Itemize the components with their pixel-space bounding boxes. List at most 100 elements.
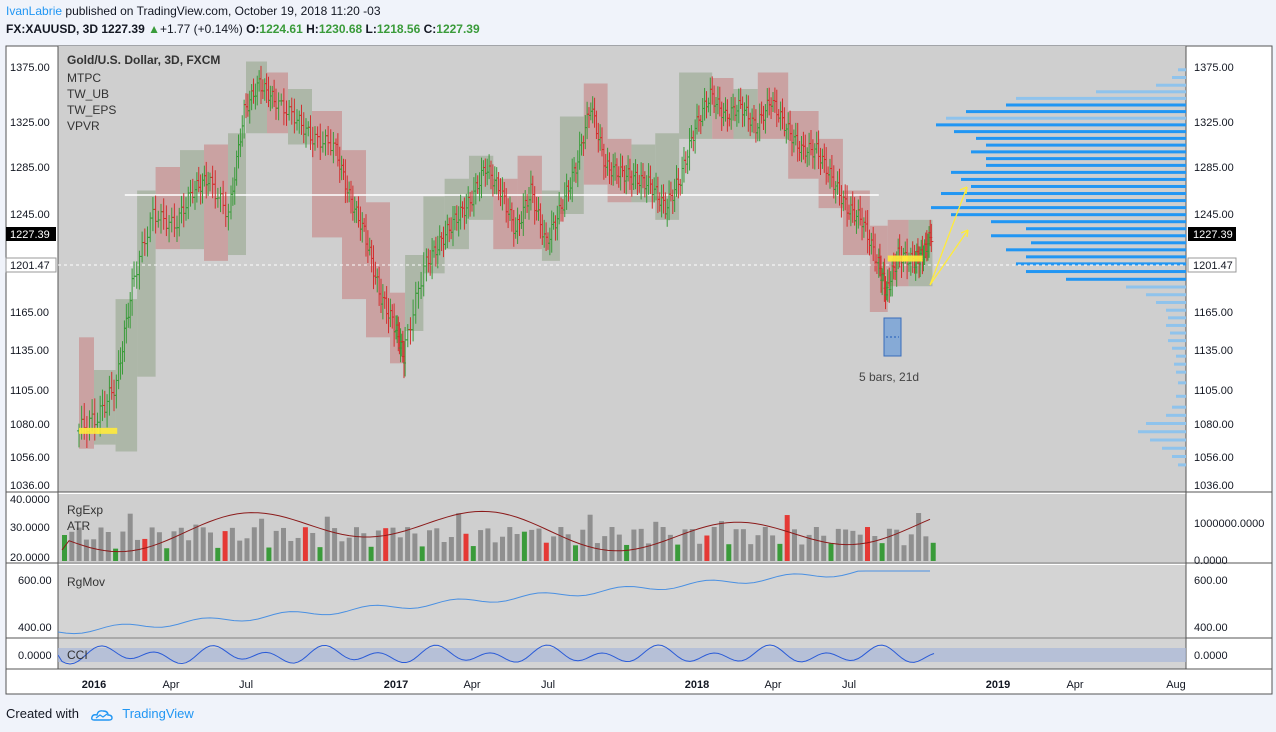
vpvr-bar — [966, 199, 1186, 203]
vpvr-bar — [966, 110, 1186, 114]
volume-bar — [667, 534, 673, 561]
vpvr-bar — [991, 220, 1186, 224]
volume-bar — [142, 538, 148, 561]
vpvr-bar — [936, 123, 1186, 127]
legend-item: TW_EPS — [67, 103, 116, 117]
vpvr-bar — [1166, 413, 1186, 417]
vpvr-bar — [971, 184, 1186, 188]
vpvr-bar — [1168, 339, 1186, 343]
volume-bar — [507, 527, 513, 561]
x-axis-tick: Jul — [842, 679, 856, 691]
vpvr-bar — [1150, 438, 1186, 442]
volume-bar — [894, 529, 900, 561]
vpvr-bar — [1172, 346, 1186, 350]
volume-bar — [733, 529, 739, 561]
left-price-tick: 1285.00 — [10, 162, 50, 174]
range-box-up — [228, 133, 246, 256]
vpvr-bar — [1174, 362, 1186, 366]
volume-bar — [186, 540, 192, 561]
volume-bar — [215, 547, 221, 561]
volume-bar — [171, 531, 177, 561]
volume-bar — [638, 528, 644, 561]
cci-pane-label: CCI — [67, 648, 88, 662]
range-box-down — [583, 83, 608, 185]
volume-bar — [317, 547, 323, 561]
volume-bar — [792, 529, 797, 561]
volume-bar — [835, 528, 841, 561]
left-price-tick: 1036.00 — [10, 480, 50, 492]
date-range-box — [883, 317, 902, 357]
volume-bar — [390, 527, 396, 561]
vpvr-bar — [1176, 394, 1186, 398]
volume-bar — [719, 521, 724, 561]
volume-bar — [762, 527, 768, 561]
up-triangle-icon: ▲ — [148, 22, 160, 36]
volume-bar — [923, 536, 929, 561]
volume-bar — [98, 527, 104, 561]
current-price-badge-text: 1227.39 — [1193, 229, 1233, 241]
volume-bar — [346, 537, 352, 561]
volume-bar — [208, 532, 213, 561]
vpvr-bar — [941, 192, 1186, 196]
vpvr-bar — [1170, 331, 1186, 335]
volume-bar — [310, 532, 316, 561]
volume-bar — [375, 530, 381, 561]
range-box-up — [115, 299, 138, 452]
volume-bar — [361, 533, 367, 561]
x-axis-tick: 2018 — [685, 679, 709, 691]
volume-bar — [799, 544, 805, 561]
vpvr-bar — [961, 177, 1186, 181]
x-axis-tick: 2019 — [986, 679, 1010, 691]
volume-bar — [740, 529, 746, 561]
vpvr-bar — [1156, 300, 1186, 304]
range-box-down — [712, 78, 734, 139]
volume-bar — [135, 539, 140, 561]
volume-right-tick: 0.0000 — [1194, 555, 1228, 567]
author-link[interactable]: IvanLabrie — [6, 4, 63, 18]
vpvr-bar — [1126, 285, 1186, 289]
volume-bar — [200, 527, 206, 561]
vpvr-bar — [1146, 422, 1186, 425]
range-box-down — [517, 155, 542, 250]
tradingview-link[interactable]: TradingView — [122, 706, 194, 721]
change-text: +1.77 (+0.14%) — [159, 22, 243, 36]
volume-bar — [886, 528, 892, 561]
right-price-tick: 1375.00 — [1194, 62, 1234, 74]
volume-bar — [419, 546, 425, 561]
vpvr-bar — [1066, 277, 1186, 281]
symbol-label[interactable]: FX:XAUUSD, 3D — [6, 22, 99, 36]
vpvr-bar — [1162, 446, 1186, 450]
vpvr-bar — [986, 157, 1186, 161]
volume-bar — [784, 515, 790, 561]
high-label: H: — [306, 22, 319, 36]
volume-bar — [222, 531, 228, 561]
legend-item: MTPC — [67, 71, 101, 85]
volume-bar — [295, 537, 301, 561]
publish-text: published on TradingView.com, October 19… — [65, 4, 381, 18]
vpvr-bar — [1176, 354, 1186, 358]
volume-bar — [281, 527, 286, 561]
poc-badge-left — [5, 257, 57, 273]
projection-arrow — [929, 186, 968, 286]
range-box-up — [246, 61, 267, 134]
volume-bar — [872, 536, 878, 561]
created-with-text: Created with — [6, 706, 79, 721]
mov-right-tick: 400.00 — [1194, 622, 1228, 634]
volume-bar — [178, 527, 184, 561]
low-value: 1218.56 — [376, 22, 421, 36]
vpvr-bar — [1172, 76, 1186, 79]
high-value: 1230.68 — [318, 22, 363, 36]
volume-bar — [412, 533, 418, 561]
current-price-badge-left-text: 1227.39 — [10, 229, 50, 241]
vpvr-bar — [1016, 96, 1186, 100]
tradingview-cloud-icon — [90, 709, 113, 721]
legend-item: TW_UB — [67, 87, 109, 101]
vpvr-bar — [1146, 293, 1186, 297]
volume-bar — [339, 541, 345, 561]
left-price-tick: 1375.00 — [10, 62, 50, 74]
volume-bar — [324, 516, 330, 561]
mov-right-tick: 600.00 — [1194, 575, 1228, 587]
volume-bar — [558, 527, 564, 561]
volume-left-tick: 20.0000 — [10, 552, 50, 564]
